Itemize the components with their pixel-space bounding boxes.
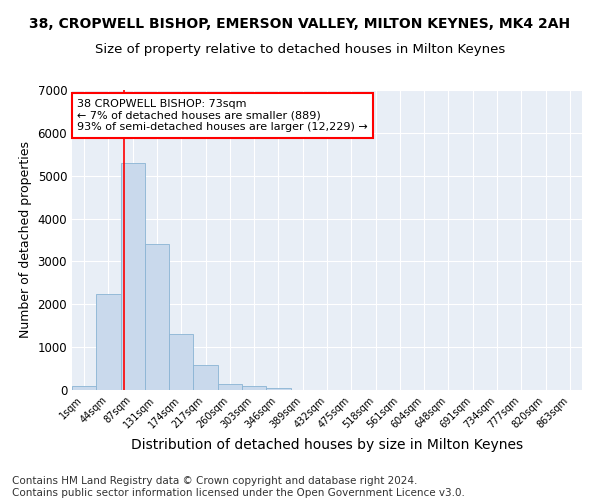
Text: 38 CROPWELL BISHOP: 73sqm
← 7% of detached houses are smaller (889)
93% of semi-: 38 CROPWELL BISHOP: 73sqm ← 7% of detach… <box>77 99 368 132</box>
Bar <box>218 384 242 390</box>
Bar <box>96 294 121 390</box>
Bar <box>266 388 290 390</box>
Bar <box>121 163 145 390</box>
Bar <box>72 386 96 390</box>
Bar <box>193 365 218 390</box>
Y-axis label: Number of detached properties: Number of detached properties <box>19 142 32 338</box>
Text: Contains HM Land Registry data © Crown copyright and database right 2024.
Contai: Contains HM Land Registry data © Crown c… <box>12 476 465 498</box>
Bar <box>242 386 266 390</box>
X-axis label: Distribution of detached houses by size in Milton Keynes: Distribution of detached houses by size … <box>131 438 523 452</box>
Text: 38, CROPWELL BISHOP, EMERSON VALLEY, MILTON KEYNES, MK4 2AH: 38, CROPWELL BISHOP, EMERSON VALLEY, MIL… <box>29 18 571 32</box>
Bar <box>169 334 193 390</box>
Text: Size of property relative to detached houses in Milton Keynes: Size of property relative to detached ho… <box>95 42 505 56</box>
Bar <box>145 244 169 390</box>
